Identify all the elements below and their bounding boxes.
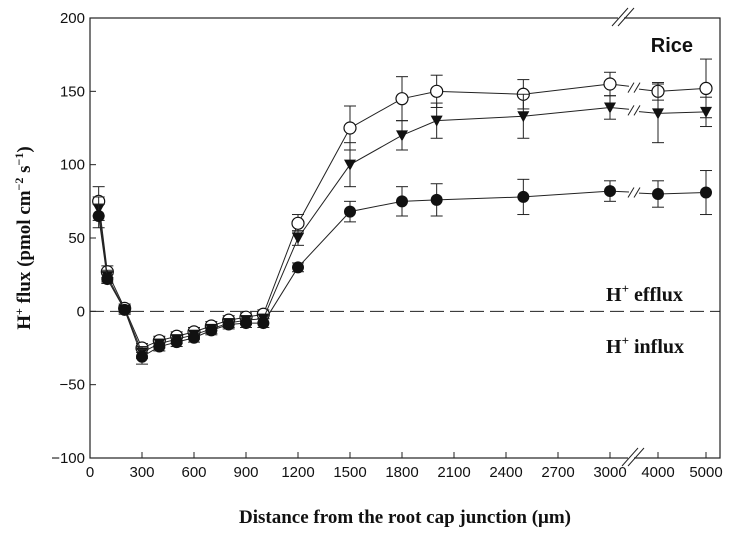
series-line (657, 192, 707, 195)
data-point-filled-circle (652, 188, 664, 200)
x-axis-label: Distance from the root cap junction (μm) (239, 507, 571, 528)
axis-break-mark (621, 447, 639, 467)
data-point-triangle (700, 106, 712, 118)
data-point-filled-circle (205, 324, 218, 337)
data-point-triangle (396, 130, 408, 142)
data-marks (92, 58, 713, 365)
data-point-filled-circle (92, 210, 105, 222)
data-point-open-circle (395, 92, 409, 106)
data-point-filled-circle (257, 317, 270, 330)
x-tick-label: 600 (181, 464, 206, 481)
panel-label: Rice (651, 35, 693, 57)
series-break-mark (627, 105, 635, 116)
efflux-label: H+ efflux (606, 281, 683, 306)
data-point-triangle (344, 159, 356, 171)
data-point-triangle (517, 111, 530, 123)
y-tick-label: 0 (77, 303, 85, 320)
x-tick-label: 3000 (593, 464, 626, 481)
data-point-open-circle (291, 216, 305, 230)
data-point-triangle (652, 108, 664, 120)
x-tick-label: 1800 (385, 464, 418, 481)
data-point-filled-circle (700, 186, 712, 199)
data-point-filled-circle (430, 193, 443, 206)
y-tick-label: −50 (60, 377, 85, 394)
data-point-filled-circle (136, 350, 148, 363)
data-point-open-circle (343, 121, 357, 135)
x-tick-label: 300 (129, 464, 154, 481)
axis-break-gap-bottom (628, 456, 634, 460)
data-point-filled-circle (344, 205, 356, 218)
axis-break-gap-top (618, 16, 624, 20)
data-point-open-circle (699, 81, 713, 96)
data-point-triangle (604, 102, 616, 114)
axis-break-mark (611, 7, 629, 27)
plot-frame (89, 17, 721, 459)
data-point-triangle (430, 115, 443, 127)
series-line (657, 111, 707, 114)
axis-break-mark (617, 7, 635, 27)
data-point-open-circle (603, 77, 617, 91)
data-point-filled-circle (101, 273, 114, 286)
data-point-filled-circle (118, 303, 131, 316)
data-point-open-circle (430, 84, 444, 98)
x-tick-label: 2700 (541, 464, 574, 481)
data-point-triangle (292, 233, 304, 244)
data-point-filled-circle (153, 340, 166, 353)
series-line (657, 87, 707, 92)
data-point-filled-circle (396, 195, 408, 208)
x-tick-label: 1500 (333, 464, 366, 481)
x-tick-label: 1200 (281, 464, 314, 481)
data-point-filled-circle (240, 317, 252, 330)
y-tick-label: −100 (51, 450, 85, 467)
x-tick-label: 2400 (489, 464, 522, 481)
data-point-filled-circle (517, 190, 530, 203)
series-break-mark (627, 82, 635, 93)
axis-break-mark (627, 447, 645, 467)
data-point-filled-circle (604, 185, 616, 198)
data-point-filled-circle (222, 318, 235, 331)
series-break-mark (633, 105, 641, 116)
series-break-mark (633, 82, 641, 93)
y-tick-label: 200 (60, 10, 85, 27)
y-axis-label: H+ flux (pmol cm−2 s−1) (12, 146, 35, 329)
data-point-filled-circle (170, 336, 183, 349)
series-break-mark (627, 187, 635, 198)
x-tick-label: 900 (233, 464, 258, 481)
y-tick-label: 150 (60, 83, 85, 100)
series-line (98, 106, 611, 354)
data-point-filled-circle (188, 331, 200, 344)
x-tick-label: 5000 (689, 464, 722, 481)
series-line (609, 106, 630, 110)
y-tick-label: 100 (60, 157, 85, 174)
x-tick-label: 4000 (641, 464, 674, 481)
axes: −100 −50 0 50 100 150 200 0 300 600 900 1200 1500 180… (51, 7, 723, 481)
series-break-mark (633, 187, 641, 198)
x-tick-label: 2100 (437, 464, 470, 481)
influx-label: H+ influx (606, 333, 684, 358)
data-point-filled-circle (292, 261, 304, 274)
x-tick-label: 0 (86, 464, 94, 481)
y-tick-label: 50 (68, 230, 85, 247)
